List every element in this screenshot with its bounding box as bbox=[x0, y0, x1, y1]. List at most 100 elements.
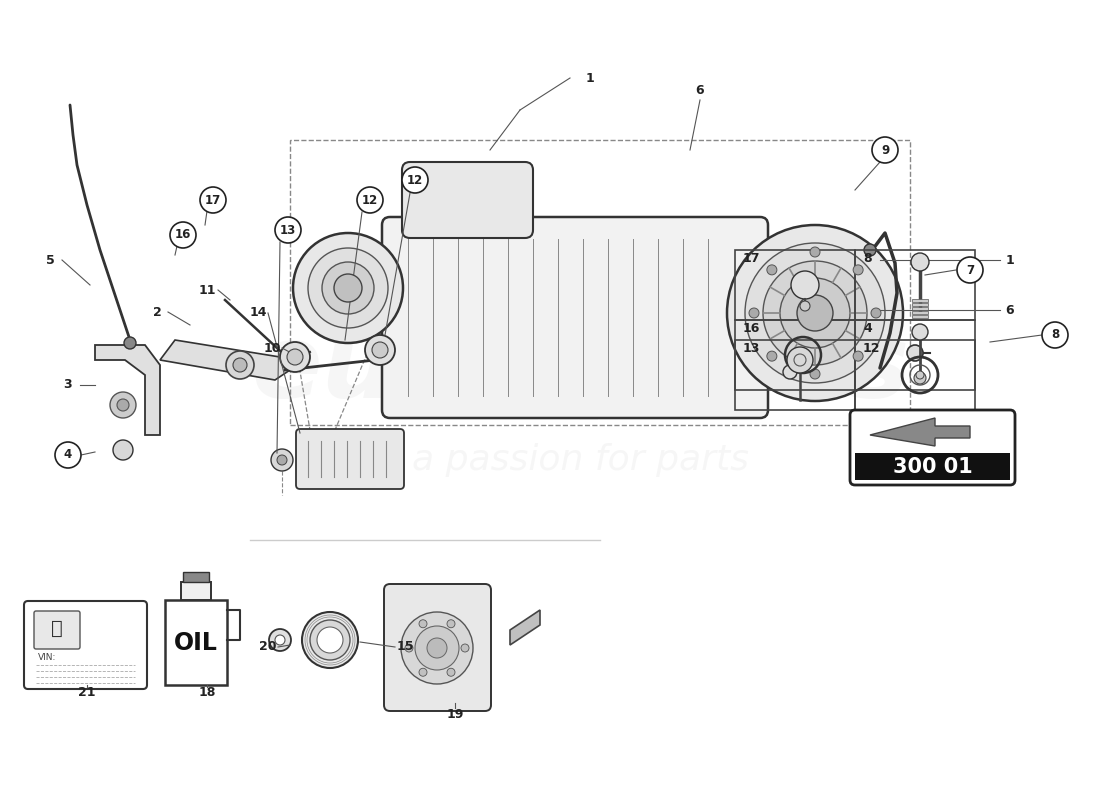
Circle shape bbox=[334, 274, 362, 302]
Circle shape bbox=[302, 612, 358, 668]
Circle shape bbox=[419, 620, 427, 628]
Circle shape bbox=[270, 629, 292, 651]
Text: 20: 20 bbox=[260, 641, 277, 654]
Text: 17: 17 bbox=[742, 252, 760, 265]
Text: 12: 12 bbox=[407, 174, 424, 186]
Polygon shape bbox=[95, 345, 160, 435]
Circle shape bbox=[317, 627, 343, 653]
Text: 10: 10 bbox=[263, 342, 280, 354]
Circle shape bbox=[780, 278, 850, 348]
FancyBboxPatch shape bbox=[384, 584, 491, 711]
Bar bbox=[855, 340, 975, 410]
Bar bbox=[165, 600, 227, 685]
Circle shape bbox=[405, 644, 412, 652]
Circle shape bbox=[322, 262, 374, 314]
Polygon shape bbox=[870, 418, 970, 446]
Text: OIL: OIL bbox=[174, 631, 218, 655]
Circle shape bbox=[957, 257, 983, 283]
Circle shape bbox=[908, 345, 923, 361]
Bar bbox=[912, 303, 928, 306]
Circle shape bbox=[912, 324, 928, 340]
Bar bbox=[183, 572, 209, 582]
Circle shape bbox=[200, 187, 225, 213]
Circle shape bbox=[372, 342, 388, 358]
Text: 7: 7 bbox=[966, 263, 975, 277]
Circle shape bbox=[310, 620, 350, 660]
Circle shape bbox=[447, 668, 455, 676]
Bar bbox=[182, 582, 211, 600]
Text: 1: 1 bbox=[1005, 254, 1014, 266]
Circle shape bbox=[791, 271, 820, 299]
Text: 8: 8 bbox=[864, 252, 871, 265]
Text: 12: 12 bbox=[864, 342, 880, 355]
Circle shape bbox=[786, 347, 813, 373]
Text: 9: 9 bbox=[881, 143, 889, 157]
Circle shape bbox=[226, 351, 254, 379]
Circle shape bbox=[117, 399, 129, 411]
Text: 8: 8 bbox=[1050, 329, 1059, 342]
Circle shape bbox=[872, 137, 898, 163]
Text: 5: 5 bbox=[45, 254, 54, 266]
Text: 4: 4 bbox=[864, 322, 871, 335]
Text: 14: 14 bbox=[250, 306, 266, 319]
Text: 11: 11 bbox=[198, 283, 216, 297]
Circle shape bbox=[461, 644, 469, 652]
Circle shape bbox=[365, 335, 395, 365]
Circle shape bbox=[275, 217, 301, 243]
Bar bbox=[912, 299, 928, 302]
Circle shape bbox=[447, 620, 455, 628]
FancyBboxPatch shape bbox=[24, 601, 147, 689]
Bar bbox=[735, 250, 855, 320]
Circle shape bbox=[798, 295, 833, 331]
Text: a passion for parts: a passion for parts bbox=[411, 443, 748, 477]
Circle shape bbox=[124, 337, 136, 349]
Circle shape bbox=[911, 253, 930, 271]
Circle shape bbox=[783, 365, 798, 379]
Circle shape bbox=[415, 626, 459, 670]
Polygon shape bbox=[160, 340, 290, 380]
Circle shape bbox=[767, 351, 777, 361]
Text: 6: 6 bbox=[1005, 303, 1014, 317]
Text: 4: 4 bbox=[64, 449, 73, 462]
Bar bbox=[912, 315, 928, 318]
Text: 12: 12 bbox=[362, 194, 378, 206]
Text: 1: 1 bbox=[585, 71, 594, 85]
Circle shape bbox=[810, 369, 820, 379]
Circle shape bbox=[914, 372, 926, 384]
Circle shape bbox=[280, 342, 310, 372]
Circle shape bbox=[767, 265, 777, 275]
Circle shape bbox=[170, 222, 196, 248]
Bar bbox=[855, 250, 975, 320]
Text: 6: 6 bbox=[695, 83, 704, 97]
Text: 2: 2 bbox=[153, 306, 162, 318]
Circle shape bbox=[800, 301, 810, 311]
Circle shape bbox=[308, 248, 388, 328]
Text: 18: 18 bbox=[198, 686, 216, 698]
FancyBboxPatch shape bbox=[402, 162, 534, 238]
Circle shape bbox=[871, 308, 881, 318]
Circle shape bbox=[233, 358, 248, 372]
Circle shape bbox=[727, 225, 903, 401]
Text: 17: 17 bbox=[205, 194, 221, 206]
Bar bbox=[912, 311, 928, 314]
Circle shape bbox=[55, 442, 81, 468]
Circle shape bbox=[745, 243, 886, 383]
Circle shape bbox=[402, 612, 473, 684]
Circle shape bbox=[358, 187, 383, 213]
Circle shape bbox=[916, 371, 924, 379]
Text: 16: 16 bbox=[175, 229, 191, 242]
Circle shape bbox=[810, 247, 820, 257]
Circle shape bbox=[110, 392, 136, 418]
Polygon shape bbox=[510, 610, 540, 645]
Bar bbox=[735, 340, 855, 410]
FancyBboxPatch shape bbox=[850, 410, 1015, 485]
Circle shape bbox=[763, 261, 867, 365]
Circle shape bbox=[427, 638, 447, 658]
Text: 15: 15 bbox=[396, 641, 414, 654]
FancyBboxPatch shape bbox=[296, 429, 404, 489]
Circle shape bbox=[749, 308, 759, 318]
Circle shape bbox=[293, 233, 403, 343]
Text: Ⓛ: Ⓛ bbox=[51, 618, 63, 638]
Text: 19: 19 bbox=[447, 709, 464, 722]
FancyBboxPatch shape bbox=[34, 611, 80, 649]
